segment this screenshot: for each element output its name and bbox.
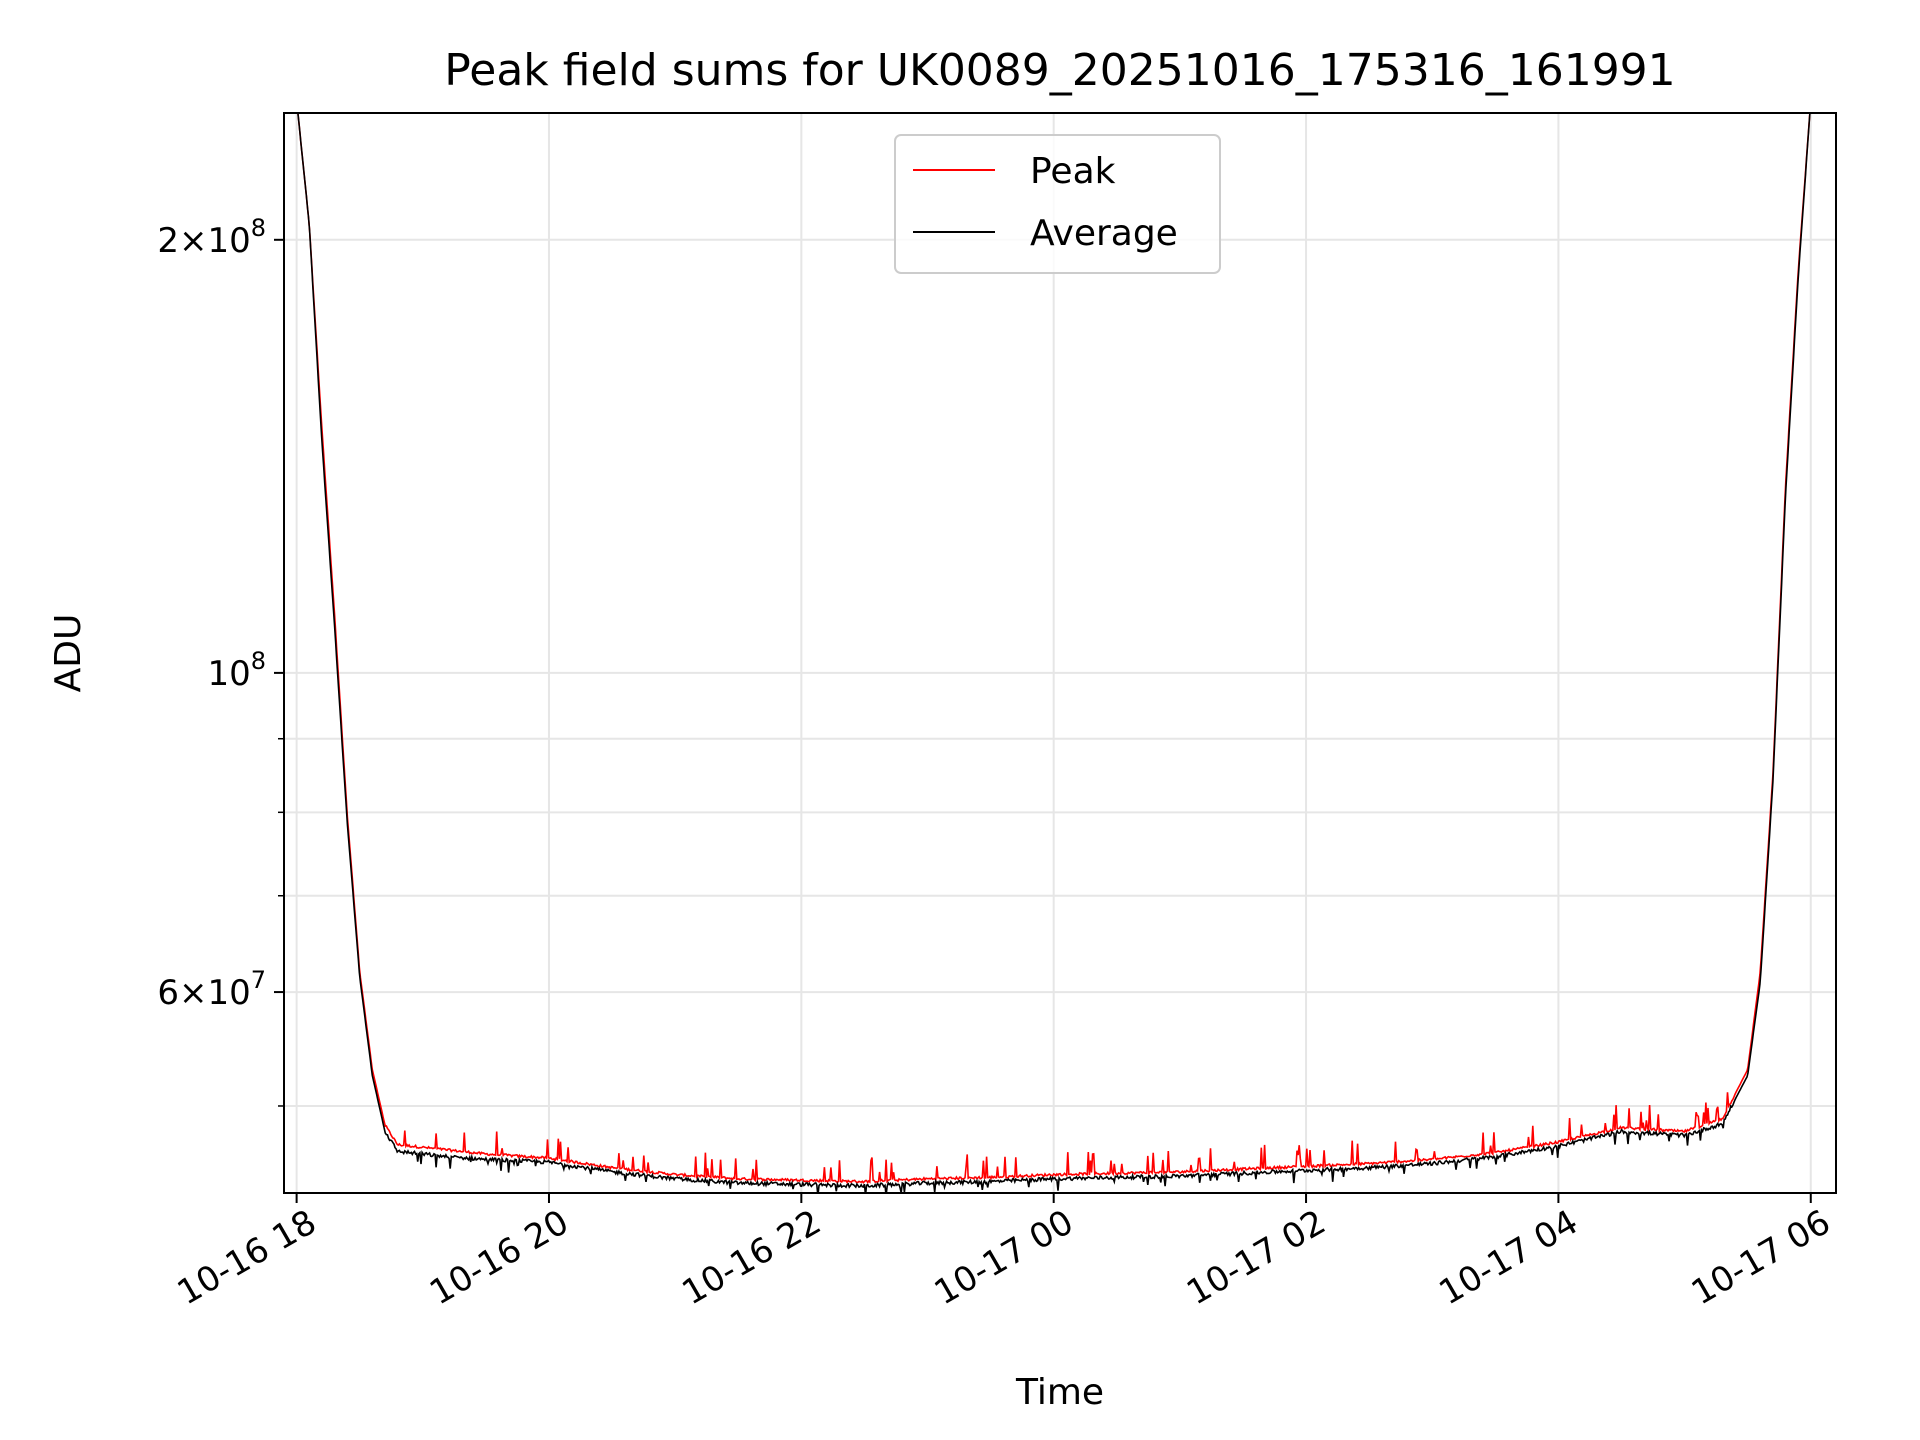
plot-area <box>297 113 1811 1193</box>
legend-label-average: Average <box>1030 213 1178 254</box>
axes-frame <box>283 112 1837 1194</box>
y-tick-label: 6×107 <box>157 966 266 1013</box>
x-axis: 10-16 18 10-16 20 10-16 22 10-17 00 10-17 02… <box>171 1193 1837 1313</box>
x-tick-label: 10-16 22 <box>675 1202 827 1313</box>
y-tick-label: 2×108 <box>157 214 266 261</box>
y-axis: 6×107 108 2×108 <box>157 214 284 1107</box>
x-tick-label: 10-17 02 <box>1180 1202 1332 1313</box>
x-tick-label: 10-17 04 <box>1433 1202 1585 1313</box>
y-tick-label: 108 <box>207 647 266 694</box>
legend: Peak Average <box>894 134 1221 274</box>
legend-label-peak: Peak <box>1030 151 1116 192</box>
series-line-peak <box>297 113 1811 1185</box>
x-axis-label: Time <box>1015 1372 1104 1413</box>
x-tick-label: 10-17 06 <box>1685 1202 1837 1313</box>
x-tick-label: 10-16 20 <box>423 1202 575 1313</box>
x-tick-label: 10-17 00 <box>928 1202 1080 1313</box>
series-line-average <box>297 113 1811 1193</box>
chart-title: Peak field sums for UK0089_20251016_1753… <box>444 45 1675 96</box>
y-axis-label: ADU <box>48 614 89 693</box>
grid-lines <box>284 113 1836 1193</box>
x-tick-label: 10-16 18 <box>171 1202 323 1313</box>
